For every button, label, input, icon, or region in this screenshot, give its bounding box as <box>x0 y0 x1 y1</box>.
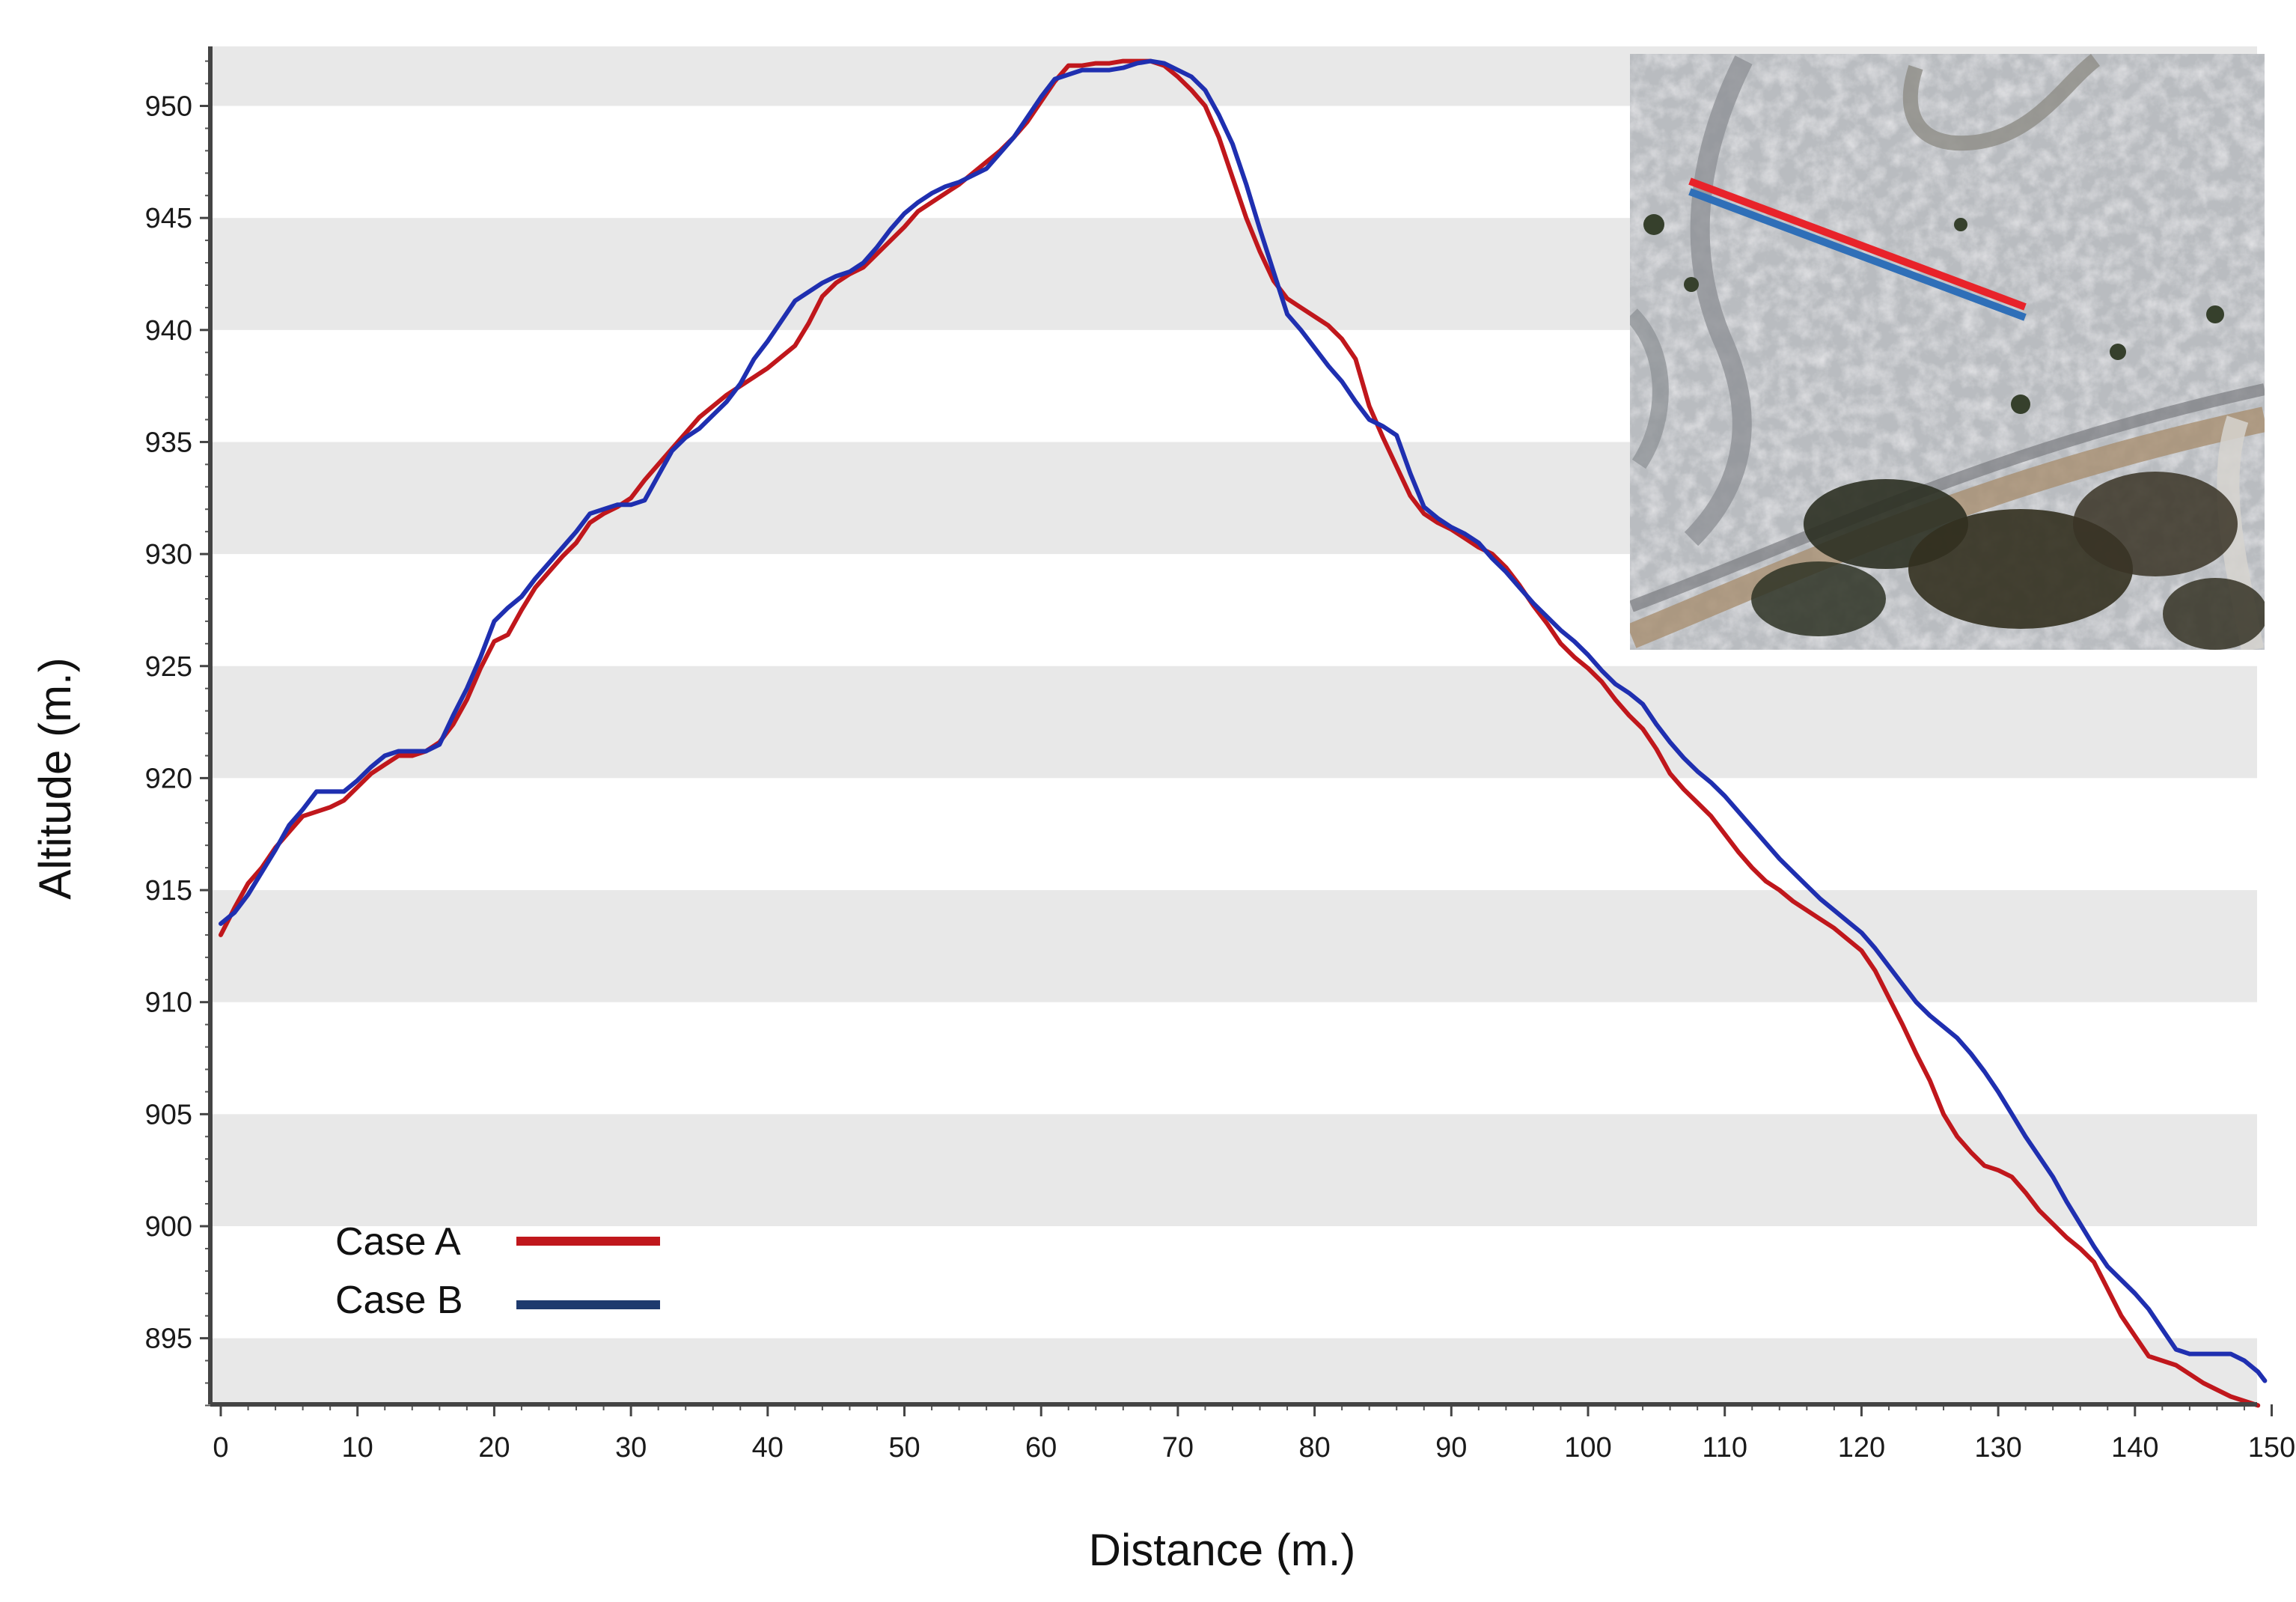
y-tick-label: 910 <box>145 987 192 1019</box>
x-tick-label: 0 <box>213 1432 228 1464</box>
background-band <box>210 1114 2257 1226</box>
aerial-photo-inset <box>1630 54 2265 650</box>
axis-ticks: 895 900 905 910 915 920 925 930 935 940 945 950 0 10 2… <box>145 60 2295 1464</box>
series-line-case-b <box>219 58 2268 1383</box>
background-band <box>210 666 2257 779</box>
y-tick-label: 935 <box>145 427 192 458</box>
y-axis-title: Altitude (m.) <box>30 657 80 899</box>
legend: Case A Case B <box>335 1220 660 1322</box>
y-tick-label: 930 <box>145 539 192 570</box>
y-tick-label: 895 <box>145 1324 192 1355</box>
series-line-case-a <box>219 58 2261 1408</box>
series-layer <box>219 58 2268 1408</box>
inset-profile-line-blue <box>1688 188 2027 321</box>
y-tick-label: 915 <box>145 875 192 907</box>
background-band <box>210 1338 2257 1404</box>
x-tick-label: 10 <box>342 1432 373 1464</box>
x-tick-label: 70 <box>1162 1432 1194 1464</box>
x-tick-label: 140 <box>2111 1432 2158 1464</box>
y-tick-label: 905 <box>145 1099 192 1130</box>
x-tick-label: 90 <box>1435 1432 1467 1464</box>
x-tick-label: 30 <box>615 1432 647 1464</box>
x-tick-label: 60 <box>1025 1432 1057 1464</box>
x-tick-label: 20 <box>478 1432 510 1464</box>
y-tick-label: 900 <box>145 1211 192 1243</box>
x-tick-label: 150 <box>2248 1432 2295 1464</box>
x-tick-label: 130 <box>1974 1432 2021 1464</box>
background-band <box>210 890 2257 1002</box>
legend-label-case-b: Case B <box>335 1279 463 1322</box>
x-tick-label: 80 <box>1298 1432 1330 1464</box>
y-tick-label: 950 <box>145 91 192 123</box>
y-tick-label: 925 <box>145 651 192 683</box>
x-tick-label: 40 <box>752 1432 784 1464</box>
inset-profile-line-red <box>1688 177 2027 311</box>
legend-label-case-a: Case A <box>335 1220 461 1264</box>
y-tick-label: 920 <box>145 763 192 794</box>
y-tick-label: 940 <box>145 315 192 347</box>
x-tick-label: 50 <box>888 1432 920 1464</box>
y-tick-label: 945 <box>145 203 192 234</box>
x-tick-label: 110 <box>1702 1432 1747 1464</box>
x-tick-label: 100 <box>1564 1432 1611 1464</box>
x-tick-label: 120 <box>1838 1432 1885 1464</box>
x-axis-title: Distance (m.) <box>1089 1525 1356 1575</box>
